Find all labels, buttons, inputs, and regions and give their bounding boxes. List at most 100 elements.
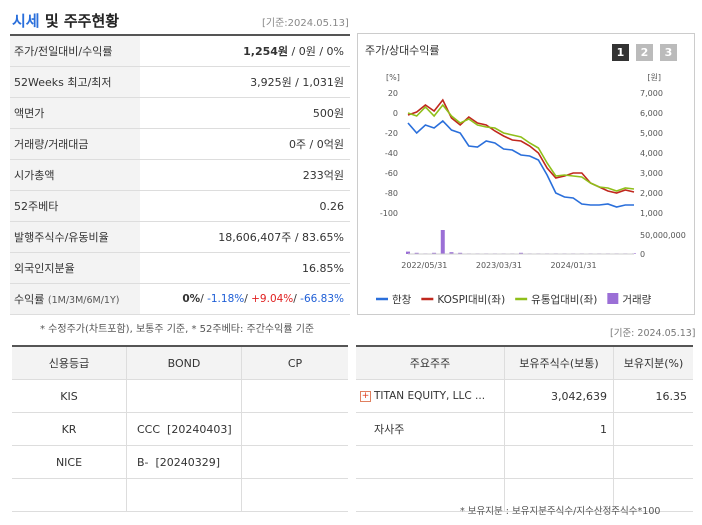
cp-cell [241, 379, 348, 413]
table-header-row: 신용등급 BOND CP [12, 346, 348, 380]
table-row: KR CCC [20240403] [12, 412, 348, 446]
series-line [407, 119, 634, 208]
holder-shares [504, 445, 614, 479]
info-value: 0주 / 0억원 [140, 128, 350, 160]
base-date: [기준:2024.05.13] [262, 18, 349, 29]
holder-shares: 3,042,639 [504, 379, 614, 413]
info-row: 거래량/거래대금 0주 / 0억원 [10, 128, 350, 160]
holder-name-cell[interactable]: + TITAN EQUITY, LLC ... [356, 379, 505, 413]
table-row[interactable]: + TITAN EQUITY, LLC ... 3,042,639 16.35 [356, 379, 693, 413]
table-row [356, 478, 693, 512]
bond-cell [126, 478, 242, 512]
info-value: 16.85% [140, 252, 350, 284]
info-value: 1,254원 / 0원 / 0% [140, 36, 350, 67]
right-tick-label: 7,000 [640, 89, 663, 98]
cp-cell [241, 445, 348, 479]
cp-cell [241, 478, 348, 512]
return-periods: (1M/3M/6M/1Y) [47, 295, 120, 306]
major-holders-table: 주요주주 보유주식수(보통) 보유지분(%) + TITAN EQUITY, LL… [356, 345, 693, 512]
info-row: 52주베타 0.26 [10, 190, 350, 222]
price-chart: [%] [원] 20 0 -20 -40 -60 -80 -100 7,000 6,000 5,000… [376, 73, 686, 306]
info-row: 발행주식수/유동비율 18,606,407주 / 83.65% [10, 221, 350, 253]
left-tick-label: -80 [385, 189, 398, 198]
info-row: 주가/전일대비/수익률 1,254원 / 0원 / 0% [10, 36, 350, 67]
agency-cell: NICE [12, 445, 127, 479]
series-line [407, 98, 635, 194]
expand-plus-icon[interactable]: + [360, 390, 371, 402]
column-header: BOND [126, 346, 242, 380]
info-label: 액면가 [10, 97, 141, 129]
holder-name: 자사주 [356, 412, 505, 446]
title-rest: 및 주주현황 [44, 12, 120, 30]
info-label: 거래량/거래대금 [10, 128, 141, 160]
left-axis-unit: [%] [386, 73, 400, 82]
cp-cell [241, 412, 348, 446]
legend-label: 유통업대비(좌) [531, 293, 597, 306]
left-tick-label: 0 [393, 109, 398, 118]
holder-name [356, 478, 505, 512]
info-label: 외국인지분율 [10, 252, 141, 284]
column-header: 주요주주 [356, 346, 505, 380]
holder-stake: 16.35 [613, 379, 693, 413]
left-tick-label: 20 [388, 89, 398, 98]
right-tick-label: 4,000 [640, 149, 663, 158]
info-row: 외국인지분율 16.85% [10, 252, 350, 284]
volume-zero-label: 0 [640, 250, 645, 259]
change-and-rate: / 0원 / 0% [288, 45, 344, 58]
bond-cell: CCC [20240403] [126, 412, 242, 446]
legend-label: 거래량 [622, 294, 651, 306]
left-tick-label: -20 [385, 129, 398, 138]
info-value: 3,925원 / 1,031원 [140, 66, 350, 98]
chart-title: 주가/상대수익률 [365, 44, 440, 57]
table-row: KIS [12, 379, 348, 413]
agency-cell: KR [12, 412, 127, 446]
title-divider [10, 34, 350, 36]
holder-base-date: [기준: 2024.05.13] [610, 328, 696, 339]
volume-tick-label: 50,000,000 [640, 231, 686, 240]
info-label: 수익률 (1M/3M/6M/1Y) [10, 283, 141, 315]
holder-shares: 1 [504, 412, 614, 446]
table-row: NICE B- [20240329] [12, 445, 348, 479]
left-tick-label: -100 [380, 209, 398, 218]
bond-cell: B- [20240329] [126, 445, 242, 479]
chart-tab-2[interactable]: 2 [636, 44, 653, 61]
chart-tab-3[interactable]: 3 [660, 44, 677, 61]
info-value: 500원 [140, 97, 350, 129]
holder-stake [613, 412, 693, 446]
return-3m: -1.18% [207, 293, 245, 305]
volume-bar [440, 230, 445, 254]
series-line [407, 103, 635, 192]
holder-footnote: * 보유지분 : 보유지분주식수/지수산정주식수*100 [460, 506, 661, 517]
right-tick-label: 5,000 [640, 129, 663, 138]
agency-cell [12, 478, 127, 512]
table-row: 자사주 1 [356, 412, 693, 446]
legend-label: 한창 [392, 294, 412, 306]
info-row: 시가총액 233억원 [10, 159, 350, 191]
price-footnote: * 수정주가(차트포함), 보통주 기준, * 52주베타: 주간수익률 기준 [40, 324, 315, 335]
return-values: 0%/ -1.18%/ +9.04%/ -66.83% [140, 283, 350, 315]
holder-stake [613, 445, 693, 479]
info-label: 시가총액 [10, 159, 141, 191]
legend-label: KOSPI대비(좌) [437, 294, 505, 306]
info-row: 수익률 (1M/3M/6M/1Y) 0%/ -1.18%/ +9.04%/ -6… [10, 283, 350, 315]
info-label: 주가/전일대비/수익률 [10, 36, 141, 67]
chart-panel [357, 33, 695, 315]
table-header-row: 주요주주 보유주식수(보통) 보유지분(%) [356, 346, 693, 380]
return-1y: -66.83% [300, 293, 344, 305]
volume-bar [432, 252, 437, 254]
return-1m: 0% [182, 293, 201, 305]
bond-cell [126, 379, 242, 413]
right-tick-label: 2,000 [640, 189, 663, 198]
section-title: 시세 및 주주현황 [12, 10, 119, 31]
x-tick-label: 2022/05/31 [401, 261, 447, 270]
return-label: 수익률 [14, 293, 45, 306]
x-tick-label: 2024/01/31 [550, 261, 596, 270]
volume-bar [519, 252, 523, 254]
legend-box-swatch [607, 293, 619, 304]
chart-tab-1[interactable]: 1 [612, 44, 629, 61]
info-value: 233억원 [140, 159, 350, 191]
table-row [12, 478, 348, 512]
right-tick-label: 1,000 [640, 209, 663, 218]
return-6m: +9.04% [251, 293, 294, 305]
volume-bar [414, 252, 419, 254]
